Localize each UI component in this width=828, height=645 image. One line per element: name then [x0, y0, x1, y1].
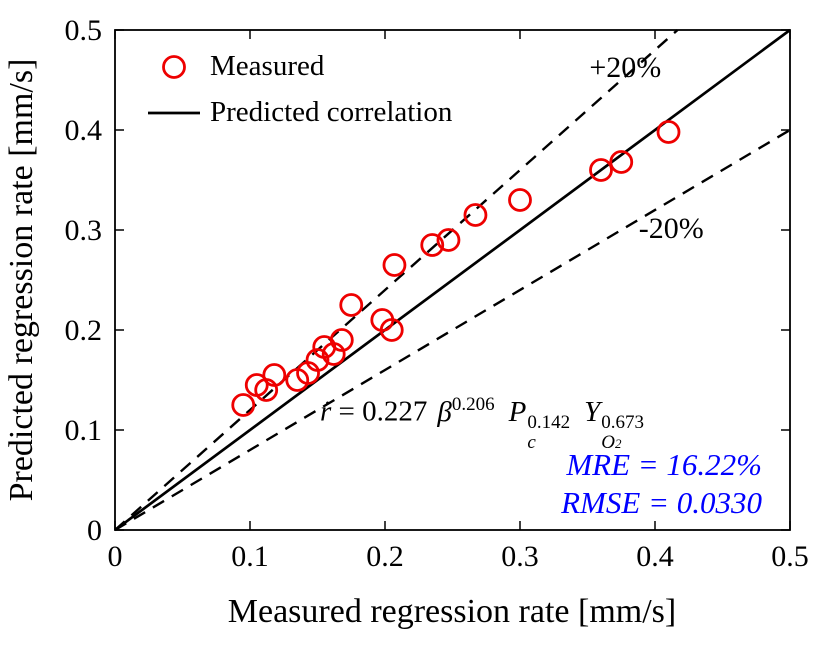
- x-tick-label: 0.2: [366, 540, 404, 573]
- open-circle-icon: [162, 54, 186, 79]
- equation-beta: β: [437, 395, 452, 428]
- data-point: [305, 348, 330, 372]
- equation-Pc: P: [508, 395, 527, 428]
- plot-content: 0 0.1 0.2 0.3 0.4 0.5 0 0.1 0.2 0.3 0.4 0.5 +20% -20%: [65, 14, 809, 573]
- equation-beta-exponent: 0.206: [451, 394, 495, 415]
- equation-Pc-exponent: 0.142: [527, 411, 571, 433]
- y-tick-label: 0: [87, 514, 102, 547]
- y-tick-label: 0.1: [65, 414, 103, 447]
- data-point: [609, 150, 634, 174]
- legend: Measured Predicted correlation: [146, 50, 452, 129]
- data-point: [656, 120, 681, 144]
- equation-lhs: ṙ: [320, 395, 332, 428]
- data-point: [508, 188, 532, 212]
- equation-Pc-subscript: c: [527, 431, 536, 453]
- x-tick-label: 0.1: [231, 540, 269, 573]
- x-tick-label: 0: [108, 540, 123, 573]
- legend-item-predicted: Predicted correlation: [146, 96, 452, 129]
- legend-item-measured: Measured: [146, 50, 452, 83]
- equation-coefficient: 0.227: [362, 395, 428, 428]
- data-point: [589, 158, 613, 182]
- annotation-20: -20%: [639, 212, 704, 245]
- reference-line: [114, 28, 791, 532]
- equation-YO2-exponent: 0.673: [601, 411, 644, 433]
- data-point: [420, 233, 445, 257]
- equation-Pc-scripts: 0.142 c: [527, 411, 571, 453]
- plot-box: [114, 29, 791, 531]
- measured-marker-icon: [162, 54, 186, 79]
- data-point: [463, 203, 488, 227]
- y-tick-label: 0.3: [65, 214, 103, 247]
- x-tick-label: 0.4: [636, 540, 674, 573]
- data-point: [379, 318, 404, 342]
- x-axis-label: Measured regression rate [mm/s]: [228, 593, 676, 630]
- y-tick-label: 0.4: [65, 114, 103, 147]
- legend-label-measured: Measured: [210, 50, 325, 82]
- mre-stat: MRE = 16.22%: [566, 447, 762, 482]
- equation-YO2-subscript-2: 2: [614, 435, 622, 451]
- equation-YO2: Y: [584, 395, 601, 428]
- data-point: [321, 342, 346, 366]
- data-point: [231, 393, 256, 417]
- equation-YO2-scripts: 0.673 O2: [601, 411, 644, 453]
- annotation-20: +20%: [589, 51, 661, 84]
- rmse-stat: RMSE = 0.0330: [561, 484, 762, 520]
- predicted-line-icon: [148, 111, 200, 114]
- y-axis-label: Predicted regression rate [mm/s]: [3, 59, 40, 502]
- dashed-reference-line: [114, 29, 679, 531]
- equation-YO2-subscript-O: O: [601, 431, 615, 453]
- x-tick-label: 0.5: [771, 540, 809, 573]
- y-tick-label: 0.2: [65, 314, 103, 347]
- correlation-equation: ṙ = 0.227 β0.206 P 0.142 c Y 0.673 O2: [320, 394, 644, 453]
- data-point: [382, 253, 407, 277]
- equation-rel: =: [331, 395, 363, 428]
- data-point: [339, 293, 364, 317]
- data-point: [262, 363, 287, 387]
- legend-label-predicted: Predicted correlation: [210, 96, 453, 128]
- x-tick-label: 0.3: [501, 540, 539, 573]
- error-stats: MRE = 16.22% RMSE = 0.0330: [561, 446, 762, 522]
- y-tick-label: 0.5: [65, 14, 103, 47]
- data-point: [436, 228, 461, 252]
- equation-YO2-subscript: O2: [601, 431, 622, 453]
- data-point: [329, 328, 354, 352]
